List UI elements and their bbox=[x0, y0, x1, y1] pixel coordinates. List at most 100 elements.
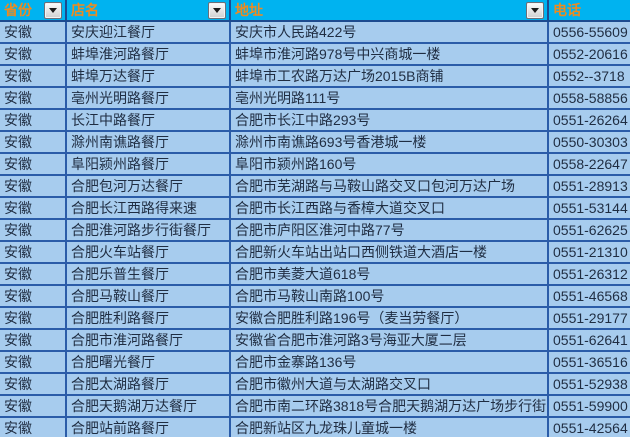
cell-store-name[interactable]: 合肥太湖路餐厅 bbox=[67, 374, 231, 396]
filter-dropdown-button[interactable] bbox=[208, 2, 226, 19]
cell-address[interactable]: 安徽合肥胜利路196号（麦当劳餐厅） bbox=[231, 308, 549, 330]
cell-address[interactable]: 亳州光明路111号 bbox=[231, 88, 549, 110]
column-header-label: 电话 bbox=[553, 2, 581, 18]
table-row: 安徽 阜阳颍州路餐厅 阜阳市颍州路160号 0558-22647 bbox=[0, 154, 630, 176]
table-row: 安徽 合肥火车站餐厅 合肥新火车站出站口西侧铁道大酒店一楼 0551-21310 bbox=[0, 242, 630, 264]
cell-store-name[interactable]: 蚌埠万达餐厅 bbox=[67, 66, 231, 88]
cell-store-name[interactable]: 阜阳颍州路餐厅 bbox=[67, 154, 231, 176]
cell-store-name[interactable]: 合肥市淮河路餐厅 bbox=[67, 330, 231, 352]
cell-province[interactable]: 安徽 bbox=[0, 198, 67, 220]
cell-province[interactable]: 安徽 bbox=[0, 22, 67, 44]
cell-phone[interactable]: 0558-58856 bbox=[549, 88, 630, 110]
cell-address[interactable]: 合肥市南二环路3818号合肥天鹅湖万达广场步行街 bbox=[231, 396, 549, 418]
cell-store-name[interactable]: 合肥长江西路得来速 bbox=[67, 198, 231, 220]
column-header-label: 省份 bbox=[4, 2, 32, 18]
cell-store-name[interactable]: 合肥曙光餐厅 bbox=[67, 352, 231, 374]
cell-province[interactable]: 安徽 bbox=[0, 66, 67, 88]
cell-province[interactable]: 安徽 bbox=[0, 396, 67, 418]
table-row: 安徽 合肥胜利路餐厅 安徽合肥胜利路196号（麦当劳餐厅） 0551-29177 bbox=[0, 308, 630, 330]
cell-phone[interactable]: 0551-42564 bbox=[549, 418, 630, 437]
cell-phone[interactable]: 0551-28913 bbox=[549, 176, 630, 198]
table-row: 安徽 滁州南谯路餐厅 滁州市南谯路693号香港城一楼 0550-30303 bbox=[0, 132, 630, 154]
cell-address[interactable]: 蚌埠市淮河路978号中兴商城一楼 bbox=[231, 44, 549, 66]
chevron-down-icon bbox=[49, 8, 57, 13]
cell-store-name[interactable]: 亳州光明路餐厅 bbox=[67, 88, 231, 110]
cell-store-name[interactable]: 合肥淮河路步行街餐厅 bbox=[67, 220, 231, 242]
table-row: 安徽 合肥马鞍山餐厅 合肥市马鞍山南路100号 0551-46568 bbox=[0, 286, 630, 308]
cell-store-name[interactable]: 合肥马鞍山餐厅 bbox=[67, 286, 231, 308]
chevron-down-icon bbox=[213, 8, 221, 13]
cell-store-name[interactable]: 滁州南谯路餐厅 bbox=[67, 132, 231, 154]
cell-province[interactable]: 安徽 bbox=[0, 352, 67, 374]
column-header-store: 店名 bbox=[67, 0, 231, 22]
cell-province[interactable]: 安徽 bbox=[0, 220, 67, 242]
cell-store-name[interactable]: 合肥乐普生餐厅 bbox=[67, 264, 231, 286]
cell-phone[interactable]: 0551-62625 bbox=[549, 220, 630, 242]
cell-province[interactable]: 安徽 bbox=[0, 132, 67, 154]
cell-phone[interactable]: 0551-53144 bbox=[549, 198, 630, 220]
table-row: 安徽 合肥乐普生餐厅 合肥市美菱大道618号 0551-26312 bbox=[0, 264, 630, 286]
cell-province[interactable]: 安徽 bbox=[0, 242, 67, 264]
table-row: 安徽 合肥市淮河路餐厅 安徽省合肥市淮河路3号海亚大厦二层 0551-62641 bbox=[0, 330, 630, 352]
cell-address[interactable]: 滁州市南谯路693号香港城一楼 bbox=[231, 132, 549, 154]
cell-address[interactable]: 合肥市庐阳区淮河中路77号 bbox=[231, 220, 549, 242]
cell-store-name[interactable]: 安庆迎江餐厅 bbox=[67, 22, 231, 44]
cell-province[interactable]: 安徽 bbox=[0, 110, 67, 132]
cell-address[interactable]: 合肥新火车站出站口西侧铁道大酒店一楼 bbox=[231, 242, 549, 264]
cell-province[interactable]: 安徽 bbox=[0, 88, 67, 110]
cell-phone[interactable]: 0551-52938 bbox=[549, 374, 630, 396]
table-row: 安徽 合肥曙光餐厅 合肥市金寨路136号 0551-36516 bbox=[0, 352, 630, 374]
cell-address[interactable]: 蚌埠市工农路万达广场2015B商铺 bbox=[231, 66, 549, 88]
cell-province[interactable]: 安徽 bbox=[0, 308, 67, 330]
cell-province[interactable]: 安徽 bbox=[0, 330, 67, 352]
cell-address[interactable]: 安庆市人民路422号 bbox=[231, 22, 549, 44]
cell-store-name[interactable]: 合肥包河万达餐厅 bbox=[67, 176, 231, 198]
filter-dropdown-button[interactable] bbox=[526, 2, 544, 19]
table-body: 安徽 安庆迎江餐厅 安庆市人民路422号 0556-55609 安徽 蚌埠淮河路… bbox=[0, 22, 630, 437]
cell-province[interactable]: 安徽 bbox=[0, 264, 67, 286]
cell-phone[interactable]: 0552--3718 bbox=[549, 66, 630, 88]
cell-address[interactable]: 合肥市长江西路与香樟大道交叉口 bbox=[231, 198, 549, 220]
filter-dropdown-button[interactable] bbox=[44, 2, 62, 19]
cell-store-name[interactable]: 长江中路餐厅 bbox=[67, 110, 231, 132]
cell-address[interactable]: 合肥新站区九龙珠儿童城一楼 bbox=[231, 418, 549, 437]
table-row: 安徽 合肥淮河路步行街餐厅 合肥市庐阳区淮河中路77号 0551-62625 bbox=[0, 220, 630, 242]
cell-province[interactable]: 安徽 bbox=[0, 374, 67, 396]
cell-address[interactable]: 合肥市马鞍山南路100号 bbox=[231, 286, 549, 308]
cell-address[interactable]: 合肥市美菱大道618号 bbox=[231, 264, 549, 286]
cell-phone[interactable]: 0551-36516 bbox=[549, 352, 630, 374]
cell-address[interactable]: 合肥市金寨路136号 bbox=[231, 352, 549, 374]
cell-phone[interactable]: 0551-21310 bbox=[549, 242, 630, 264]
cell-address[interactable]: 阜阳市颍州路160号 bbox=[231, 154, 549, 176]
cell-phone[interactable]: 0551-26264 bbox=[549, 110, 630, 132]
table-row: 安徽 亳州光明路餐厅 亳州光明路111号 0558-58856 bbox=[0, 88, 630, 110]
table-row: 安徽 合肥长江西路得来速 合肥市长江西路与香樟大道交叉口 0551-53144 bbox=[0, 198, 630, 220]
cell-store-name[interactable]: 合肥天鹅湖万达餐厅 bbox=[67, 396, 231, 418]
cell-phone[interactable]: 0551-62641 bbox=[549, 330, 630, 352]
cell-phone[interactable]: 0550-30303 bbox=[549, 132, 630, 154]
cell-province[interactable]: 安徽 bbox=[0, 418, 67, 437]
cell-address[interactable]: 合肥市芜湖路与马鞍山路交叉口包河万达广场 bbox=[231, 176, 549, 198]
cell-address[interactable]: 合肥市徽州大道与太湖路交叉口 bbox=[231, 374, 549, 396]
cell-store-name[interactable]: 合肥胜利路餐厅 bbox=[67, 308, 231, 330]
cell-phone[interactable]: 0551-29177 bbox=[549, 308, 630, 330]
cell-phone[interactable]: 0552-20616 bbox=[549, 44, 630, 66]
cell-address[interactable]: 合肥市长江中路293号 bbox=[231, 110, 549, 132]
cell-province[interactable]: 安徽 bbox=[0, 154, 67, 176]
cell-phone[interactable]: 0551-59900 bbox=[549, 396, 630, 418]
cell-store-name[interactable]: 蚌埠淮河路餐厅 bbox=[67, 44, 231, 66]
cell-phone[interactable]: 0551-46568 bbox=[549, 286, 630, 308]
cell-store-name[interactable]: 合肥站前路餐厅 bbox=[67, 418, 231, 437]
cell-phone[interactable]: 0558-22647 bbox=[549, 154, 630, 176]
cell-province[interactable]: 安徽 bbox=[0, 286, 67, 308]
cell-phone[interactable]: 0551-26312 bbox=[549, 264, 630, 286]
cell-province[interactable]: 安徽 bbox=[0, 176, 67, 198]
cell-phone[interactable]: 0556-55609 bbox=[549, 22, 630, 44]
cell-store-name[interactable]: 合肥火车站餐厅 bbox=[67, 242, 231, 264]
column-header-label: 地址 bbox=[235, 2, 263, 18]
cell-province[interactable]: 安徽 bbox=[0, 44, 67, 66]
cell-address[interactable]: 安徽省合肥市淮河路3号海亚大厦二层 bbox=[231, 330, 549, 352]
column-header-address: 地址 bbox=[231, 0, 549, 22]
